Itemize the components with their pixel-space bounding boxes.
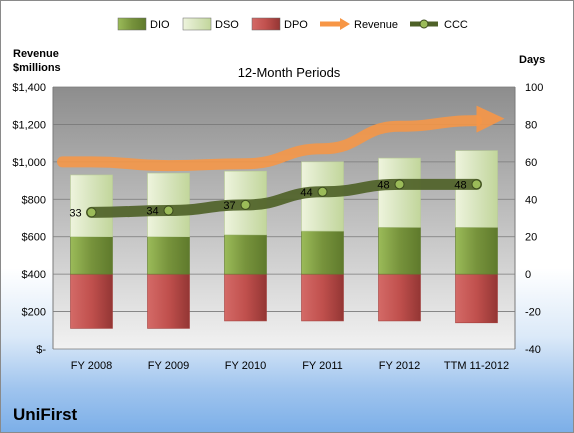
ccc-data-label: 33 xyxy=(69,207,81,219)
ccc-point xyxy=(317,186,328,197)
right-axis-tick-label: -20 xyxy=(525,307,541,319)
left-axis-tick-label: $1,200 xyxy=(12,119,46,131)
legend-label: DSO xyxy=(215,19,239,31)
chart-title: 12-Month Periods xyxy=(238,65,341,80)
dio-bar xyxy=(301,230,344,275)
revenue-trend-line xyxy=(57,115,482,172)
legend-swatch-dso xyxy=(182,17,212,31)
ccc-data-label: 34 xyxy=(146,206,158,218)
legend-swatch-dpo xyxy=(251,17,281,31)
ccc-data-label: 37 xyxy=(223,200,235,212)
dso-bar xyxy=(378,157,421,228)
legend-ccc-marker xyxy=(419,19,429,29)
legend-label: Revenue xyxy=(354,19,398,31)
dio-bar xyxy=(224,234,267,275)
dpo-bar xyxy=(70,273,113,329)
right-axis-tick-label: 80 xyxy=(525,119,537,131)
ccc-data-label: 48 xyxy=(377,179,389,191)
legend-label: DIO xyxy=(150,19,170,31)
legend-revenue-arrow xyxy=(340,18,350,30)
left-axis-tick-label: $400 xyxy=(22,269,46,281)
right-axis-tick-label: 40 xyxy=(525,194,537,206)
x-axis-tick-label: TTM 11-2012 xyxy=(444,360,509,372)
dso-bar xyxy=(70,174,113,238)
ccc-point xyxy=(394,179,405,190)
right-axis-tick-label: 0 xyxy=(525,269,531,281)
left-axis-tick-label: $200 xyxy=(22,307,46,319)
x-axis-tick-label: FY 2011 xyxy=(302,360,343,372)
x-axis-tick-label: FY 2010 xyxy=(225,360,266,372)
x-axis-tick-label: FY 2012 xyxy=(379,360,420,372)
left-axis-tick-label: $1,000 xyxy=(12,157,46,169)
left-axis-title-unit: $millions xyxy=(13,62,61,74)
ccc-data-label: 44 xyxy=(300,187,312,199)
left-axis-tick-label: $1,400 xyxy=(12,82,46,94)
right-axis-tick-label: 100 xyxy=(525,82,543,94)
dpo-bar xyxy=(455,273,498,324)
left-axis-title: Revenue xyxy=(13,48,59,60)
ccc-point xyxy=(86,207,97,218)
legend-label: DPO xyxy=(284,19,308,31)
right-axis-tick-label: -40 xyxy=(525,344,541,356)
plot-area xyxy=(53,87,515,349)
dpo-bar xyxy=(301,273,344,322)
left-axis-tick-label: $800 xyxy=(22,194,46,206)
dio-bar xyxy=(147,236,190,275)
dpo-bar xyxy=(147,273,190,329)
right-axis-tick-label: 60 xyxy=(525,157,537,169)
ccc-point xyxy=(471,179,482,190)
dpo-bar xyxy=(224,273,267,322)
left-axis-tick-label: $600 xyxy=(22,232,46,244)
left-axis-tick-label: $- xyxy=(36,344,46,356)
ccc-data-label: 48 xyxy=(454,179,466,191)
dio-bar xyxy=(70,236,113,275)
company-name: UniFirst xyxy=(13,405,78,424)
ccc-point xyxy=(240,199,251,210)
right-axis-tick-label: 20 xyxy=(525,232,537,244)
dpo-bar xyxy=(378,273,421,322)
dio-bar xyxy=(455,227,498,275)
right-axis-title: Days xyxy=(519,54,545,66)
revenue-arrow-head xyxy=(476,105,505,133)
ccc-point xyxy=(163,205,174,216)
dio-bar xyxy=(378,227,421,275)
x-axis-tick-label: FY 2008 xyxy=(71,360,112,372)
legend-swatch-dio xyxy=(117,17,147,31)
x-axis-tick-label: FY 2009 xyxy=(148,360,189,372)
legend-label: CCC xyxy=(444,19,468,31)
